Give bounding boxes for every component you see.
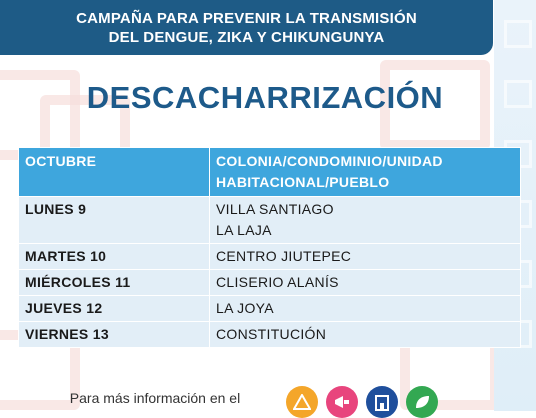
row-place: VILLA SANTIAGO (216, 201, 334, 217)
row-places: LA JOYA (209, 295, 521, 322)
row-places: CENTRO JIUTEPEC (209, 243, 521, 270)
row-places: CONSTITUCIÓN (209, 321, 521, 348)
row-day: VIERNES 13 (18, 321, 210, 348)
row-places: VILLA SANTIAGO LA LAJA (209, 196, 521, 244)
leaf-icon (406, 386, 438, 418)
table-row: LUNES 9 VILLA SANTIAGO LA LAJA (18, 196, 521, 244)
table-header-row: OCTUBRE COLONIA/CONDOMINIO/UNIDAD HABITA… (18, 147, 521, 197)
header-location: COLONIA/CONDOMINIO/UNIDAD HABITACIONAL/P… (209, 147, 521, 197)
campaign-banner: CAMPAÑA PARA PREVENIR LA TRANSMISIÓN DEL… (0, 0, 493, 55)
table-row: VIERNES 13 CONSTITUCIÓN (18, 321, 521, 348)
row-place: CONSTITUCIÓN (216, 326, 327, 342)
row-place: LA LAJA (216, 222, 272, 238)
header-location-line-2: HABITACIONAL/PUEBLO (216, 174, 390, 190)
row-place: CENTRO JIUTEPEC (216, 248, 352, 264)
schedule-table: OCTUBRE COLONIA/CONDOMINIO/UNIDAD HABITA… (18, 147, 521, 348)
table-row: MIÉRCOLES 11 CLISERIO ALANÍS (18, 269, 521, 296)
header-location-line-1: COLONIA/CONDOMINIO/UNIDAD (216, 153, 443, 169)
header-month: OCTUBRE (18, 147, 210, 197)
table-row: MARTES 10 CENTRO JIUTEPEC (18, 243, 521, 270)
row-day: MARTES 10 (18, 243, 210, 270)
triangle-icon (286, 386, 318, 418)
banner-line-2: DEL DENGUE, ZIKA Y CHIKUNGUNYA (108, 28, 385, 46)
row-places: CLISERIO ALANÍS (209, 269, 521, 296)
row-place: LA JOYA (216, 300, 274, 316)
row-place: CLISERIO ALANÍS (216, 274, 339, 290)
row-day: LUNES 9 (18, 196, 210, 244)
page-title: DESCACHARRIZACIÓN (86, 80, 444, 115)
building-icon (366, 386, 398, 418)
megaphone-icon (326, 386, 358, 418)
table-row: JUEVES 12 LA JOYA (18, 295, 521, 322)
banner-line-1: CAMPAÑA PARA PREVENIR LA TRANSMISIÓN (76, 9, 417, 27)
footer-info-text: Para más información en el (69, 390, 241, 406)
row-day: JUEVES 12 (18, 295, 210, 322)
row-day: MIÉRCOLES 11 (18, 269, 210, 296)
partner-logos (286, 386, 438, 418)
